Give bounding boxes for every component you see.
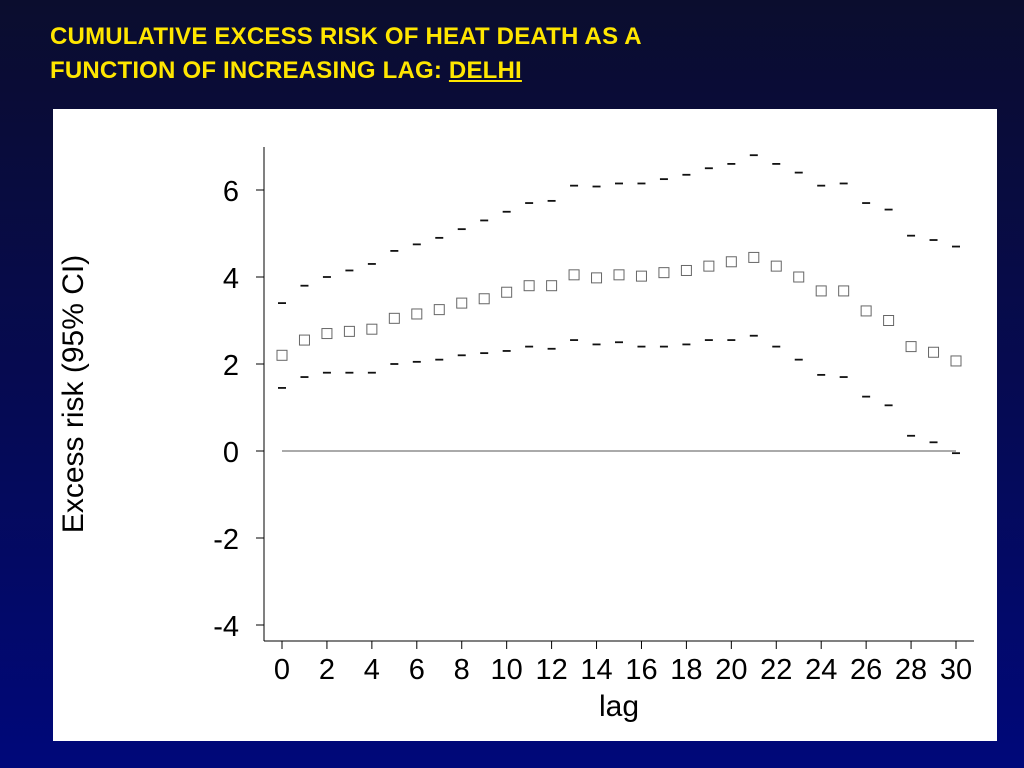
estimate-point (815, 285, 827, 297)
estimate-point (298, 334, 310, 346)
slide-title-line1: CUMULATIVE EXCESS RISK OF HEAT DEATH AS … (50, 23, 642, 50)
x-ticks: 0 2 4 6 8 10 12 14 16 18 20 22 24 26 28 30 (274, 641, 972, 686)
slide-title-city: DELHI (448, 57, 522, 84)
estimate-point (793, 271, 805, 283)
estimate-point (366, 323, 378, 335)
estimate-point (680, 264, 692, 276)
estimate-point (411, 308, 423, 320)
x-tick-label: 14 (580, 654, 612, 686)
estimate-point (635, 270, 647, 282)
x-tick-label: 28 (895, 654, 927, 686)
x-tick-label: 20 (715, 654, 747, 686)
y-tick-label: -2 (213, 524, 239, 556)
estimate-point (703, 260, 715, 272)
estimate-point (591, 272, 603, 284)
x-axis-label: lag (599, 690, 639, 723)
x-tick-label: 8 (454, 654, 470, 686)
x-tick-label: 30 (940, 654, 972, 686)
estimate-point (456, 297, 468, 309)
estimate-point (613, 269, 625, 281)
data-marks (276, 154, 962, 455)
estimate-point (860, 305, 872, 317)
estimate-point (321, 328, 333, 340)
y-tick-label: 2 (223, 350, 239, 382)
x-tick-label: 10 (491, 654, 523, 686)
estimate-point (546, 280, 558, 292)
x-tick-label: 16 (625, 654, 657, 686)
estimate-point (950, 355, 962, 367)
estimate-point (770, 260, 782, 272)
estimate-point (568, 269, 580, 281)
estimate-point (725, 256, 737, 268)
y-tick-label: 0 (223, 437, 239, 469)
y-ticks: -4 -2 0 2 4 6 (213, 176, 264, 643)
x-tick-label: 4 (364, 654, 380, 686)
estimate-point (523, 280, 535, 292)
estimate-point (928, 346, 940, 358)
estimate-point (343, 325, 355, 337)
slide-title-line2-prefix: FUNCTION OF INCREASING LAG: (50, 57, 449, 84)
estimate-point (276, 349, 288, 361)
x-tick-label: 6 (409, 654, 425, 686)
x-tick-label: 18 (670, 654, 702, 686)
x-tick-label: 22 (760, 654, 792, 686)
slide-title: CUMULATIVE EXCESS RISK OF HEAT DEATH AS … (50, 20, 810, 88)
slide-title-line2: FUNCTION OF INCREASING LAG: DELHI (50, 54, 810, 88)
estimate-point (883, 315, 895, 326)
chart-panel: -4 -2 0 2 4 6 0 2 4 6 8 10 12 14 16 18 20 22 24 26 28 30 Exc… (53, 109, 997, 741)
estimate-point (433, 304, 445, 316)
x-tick-label: 12 (535, 654, 567, 686)
x-tick-label: 26 (850, 654, 882, 686)
estimate-point (905, 341, 917, 353)
x-tick-label: 24 (805, 654, 837, 686)
estimate-point (501, 286, 513, 298)
x-tick-label: 2 (319, 654, 335, 686)
estimate-point (478, 293, 490, 305)
estimate-point (388, 312, 400, 324)
y-axis-label: Excess risk (95% CI) (57, 255, 90, 533)
estimate-point (838, 285, 850, 297)
x-tick-label: 0 (274, 654, 290, 686)
y-tick-label: 6 (223, 176, 239, 208)
y-tick-label: 4 (223, 263, 239, 295)
y-tick-label: -4 (213, 611, 239, 643)
estimate-point (748, 251, 760, 263)
estimate-point (658, 267, 670, 279)
